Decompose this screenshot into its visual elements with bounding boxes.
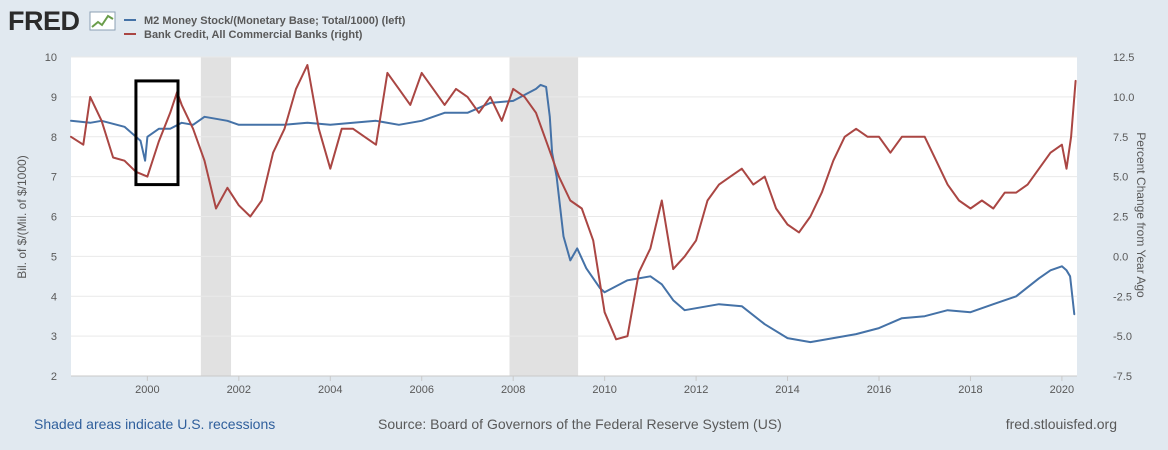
fred-logo-graph-icon xyxy=(89,11,116,31)
right-tick-label: -2.5 xyxy=(1113,291,1132,303)
left-tick-label: 4 xyxy=(51,291,57,303)
x-tick-label: 2014 xyxy=(775,384,799,396)
x-tick-label: 2010 xyxy=(592,384,616,396)
plot-area xyxy=(70,56,1077,377)
legend-label: Bank Credit, All Commercial Banks (right… xyxy=(144,29,363,41)
x-tick-label: 2012 xyxy=(684,384,708,396)
right-tick-label: -7.5 xyxy=(1113,371,1132,383)
x-axis: 2000 2002 2004 2006 2008 2010 2012 2014 2016 2018… xyxy=(135,376,1074,396)
x-tick-label: 2020 xyxy=(1050,384,1074,396)
annotation-layer xyxy=(134,79,180,187)
bank-credit-series-line xyxy=(70,64,1077,341)
right-axis-title: Percent Change from Year Ago xyxy=(1134,132,1148,298)
fred-logo: FRED xyxy=(8,6,116,36)
x-tick-label: 2016 xyxy=(867,384,891,396)
x-tick-label: 2002 xyxy=(227,384,251,396)
left-tick-label: 3 xyxy=(51,331,57,343)
right-tick-label: 2.5 xyxy=(1113,212,1128,224)
left-tick-label: 8 xyxy=(51,132,57,144)
right-tick-label: 10.0 xyxy=(1113,92,1134,104)
right-tick-label: 0.0 xyxy=(1113,251,1128,263)
legend: M2 Money Stock/(Monetary Base; Total/100… xyxy=(124,15,406,41)
site-link[interactable]: fred.stlouisfed.org xyxy=(1005,416,1117,432)
source-note: Source: Board of Governors of the Federa… xyxy=(378,416,782,432)
x-tick-label: 2008 xyxy=(501,384,525,396)
x-tick-label: 2004 xyxy=(318,384,342,396)
legend-label: M2 Money Stock/(Monetary Base; Total/100… xyxy=(144,15,406,27)
series-layer xyxy=(70,64,1077,344)
right-tick-label: -5.0 xyxy=(1113,331,1132,343)
recession-note-link[interactable]: Shaded areas indicate U.S. recessions xyxy=(34,416,276,432)
left-tick-label: 9 xyxy=(51,92,57,104)
right-tick-label: 12.5 xyxy=(1113,52,1134,64)
x-tick-label: 2018 xyxy=(958,384,982,396)
left-tick-label: 10 xyxy=(45,52,57,64)
x-tick-label: 2006 xyxy=(409,384,433,396)
right-tick-label: 5.0 xyxy=(1113,172,1128,184)
left-tick-label: 5 xyxy=(51,251,57,263)
x-tick-label: 2000 xyxy=(135,384,159,396)
left-tick-label: 6 xyxy=(51,212,57,224)
right-axis: -7.5 -5.0 -2.5 0.0 2.5 5.0 7.5 10.0 12.5 xyxy=(1113,52,1134,383)
fred-logo-text: FRED xyxy=(8,6,80,36)
right-tick-label: 7.5 xyxy=(1113,132,1128,144)
left-axis: 2 3 4 5 6 7 8 9 10 xyxy=(45,52,57,383)
highlight-box xyxy=(134,79,180,187)
left-tick-label: 7 xyxy=(51,172,57,184)
left-tick-label: 2 xyxy=(51,371,57,383)
left-axis-title: Bil. of $/(Mil. of $/1000) xyxy=(15,155,29,278)
